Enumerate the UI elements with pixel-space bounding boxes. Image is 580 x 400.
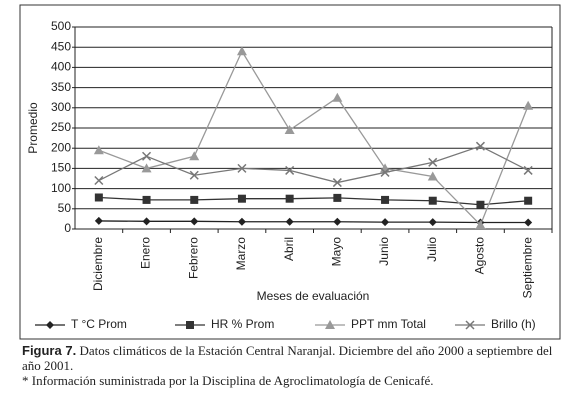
point bbox=[285, 194, 294, 203]
series-line bbox=[98, 196, 529, 206]
point bbox=[93, 145, 104, 155]
point bbox=[476, 200, 485, 209]
legend-marker bbox=[325, 320, 335, 329]
series-line bbox=[98, 145, 529, 184]
series-line bbox=[98, 220, 529, 224]
point bbox=[237, 217, 246, 226]
legend-marker bbox=[186, 321, 194, 329]
point bbox=[523, 100, 534, 110]
chart-frame bbox=[19, 4, 561, 340]
point bbox=[333, 217, 342, 226]
point bbox=[141, 163, 152, 173]
point bbox=[524, 218, 533, 227]
y-tick-label: 250 bbox=[51, 120, 71, 134]
point bbox=[333, 193, 342, 202]
x-tick-label: Julio bbox=[425, 237, 439, 262]
y-tick-label: 400 bbox=[51, 60, 71, 74]
point bbox=[236, 46, 247, 56]
point bbox=[332, 92, 343, 102]
point bbox=[285, 165, 295, 175]
x-tick-label: Febrero bbox=[186, 237, 200, 279]
point bbox=[428, 157, 438, 167]
caption: Figura 7. Datos climáticos de la Estació… bbox=[22, 343, 562, 373]
chart: Promedio Meses de evaluación 0 50 100 150 20… bbox=[19, 4, 561, 340]
point bbox=[475, 141, 485, 151]
y-tick-label: 450 bbox=[51, 39, 71, 53]
x-tick-label: Agosto bbox=[473, 237, 487, 275]
point bbox=[475, 219, 486, 229]
x-axis-title: Meses de evaluación bbox=[257, 289, 370, 303]
legend-label: Brillo (h) bbox=[491, 317, 536, 331]
series-line bbox=[98, 49, 529, 227]
note: * Información suministrada por la Discip… bbox=[22, 373, 434, 388]
point bbox=[189, 151, 200, 161]
point bbox=[94, 193, 103, 202]
y-tick-label: 150 bbox=[51, 161, 71, 175]
point bbox=[381, 195, 390, 204]
y-tick-label: 500 bbox=[51, 19, 71, 33]
point bbox=[142, 151, 152, 161]
point bbox=[523, 165, 533, 175]
y-tick-label: 0 bbox=[64, 221, 71, 235]
point bbox=[428, 196, 437, 205]
point bbox=[94, 216, 103, 225]
y-tick-label: 300 bbox=[51, 100, 71, 114]
point bbox=[237, 163, 247, 173]
point bbox=[428, 218, 437, 227]
x-tick-label: Diciembre bbox=[91, 237, 105, 291]
y-tick-label: 350 bbox=[51, 80, 71, 94]
y-tick-label: 200 bbox=[51, 140, 71, 154]
x-tick-label: Mayo bbox=[330, 237, 344, 267]
point bbox=[524, 196, 533, 205]
point bbox=[380, 167, 390, 177]
caption-text: Datos climáticos de la Estación Central … bbox=[22, 343, 553, 373]
point bbox=[190, 217, 199, 226]
caption-label: Figura 7. bbox=[22, 343, 77, 358]
x-tick-label: Septiembre bbox=[520, 237, 534, 299]
legend-marker bbox=[465, 320, 475, 330]
y-axis-title: Promedio bbox=[26, 102, 40, 154]
point bbox=[190, 195, 199, 204]
caption-block: Figura 7. Datos climáticos de la Estació… bbox=[22, 343, 562, 388]
y-tick-label: 50 bbox=[58, 201, 72, 215]
point bbox=[285, 217, 294, 226]
y-tick-label: 100 bbox=[51, 181, 71, 195]
legend-marker bbox=[46, 321, 54, 329]
point bbox=[284, 125, 295, 135]
legend-label: T °C Prom bbox=[71, 317, 127, 331]
point bbox=[237, 194, 246, 203]
point bbox=[332, 178, 342, 188]
x-tick-label: Marzo bbox=[234, 237, 248, 271]
point bbox=[189, 170, 199, 180]
x-tick-label: Enero bbox=[139, 237, 153, 269]
x-tick-label: Junio bbox=[377, 237, 391, 266]
point bbox=[427, 171, 438, 181]
point bbox=[142, 195, 151, 204]
point bbox=[142, 217, 151, 226]
legend-label: HR % Prom bbox=[211, 317, 274, 331]
x-tick-label: Abril bbox=[282, 237, 296, 261]
point bbox=[381, 218, 390, 227]
point bbox=[94, 175, 104, 186]
legend-label: PPT mm Total bbox=[351, 317, 426, 331]
